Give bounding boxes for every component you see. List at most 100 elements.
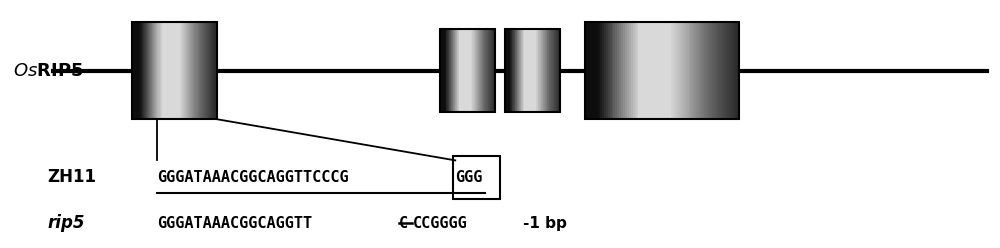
Bar bbox=[483, 30, 484, 112]
Bar bbox=[177, 22, 179, 119]
Bar bbox=[665, 22, 668, 119]
Bar bbox=[181, 22, 182, 119]
Bar bbox=[535, 30, 536, 112]
Bar bbox=[166, 22, 167, 119]
Bar bbox=[182, 22, 183, 119]
Bar bbox=[474, 30, 475, 112]
Bar bbox=[625, 22, 627, 119]
Bar bbox=[174, 22, 176, 119]
Bar bbox=[145, 22, 146, 119]
Bar bbox=[136, 22, 138, 119]
Bar bbox=[723, 22, 726, 119]
Text: GGGATAAACGGCAGGTT: GGGATAAACGGCAGGTT bbox=[157, 216, 312, 231]
Bar bbox=[473, 30, 474, 112]
Bar bbox=[588, 22, 591, 119]
Bar bbox=[444, 30, 446, 112]
Bar bbox=[205, 22, 207, 119]
Bar bbox=[191, 22, 193, 119]
Bar bbox=[521, 30, 523, 112]
Bar bbox=[585, 22, 587, 119]
Bar bbox=[654, 22, 656, 119]
Bar bbox=[558, 30, 559, 112]
Bar bbox=[619, 22, 622, 119]
Bar bbox=[449, 30, 450, 112]
Bar bbox=[154, 22, 156, 119]
Bar bbox=[449, 30, 450, 112]
Bar bbox=[652, 22, 654, 119]
Bar bbox=[467, 30, 468, 112]
Bar bbox=[456, 30, 457, 112]
Bar bbox=[671, 22, 674, 119]
Bar bbox=[455, 30, 457, 112]
Bar bbox=[190, 22, 192, 119]
Bar bbox=[733, 22, 735, 119]
Bar bbox=[211, 22, 213, 119]
Bar bbox=[167, 22, 168, 119]
Bar bbox=[156, 22, 158, 119]
Bar bbox=[463, 30, 464, 112]
Bar bbox=[141, 22, 142, 119]
Bar bbox=[556, 30, 557, 112]
Bar bbox=[637, 22, 639, 119]
Bar bbox=[675, 22, 678, 119]
Bar bbox=[460, 30, 461, 112]
Bar bbox=[491, 30, 492, 112]
Bar bbox=[548, 30, 549, 112]
Bar bbox=[558, 30, 559, 112]
Bar bbox=[184, 22, 185, 119]
Bar bbox=[199, 22, 200, 119]
Bar bbox=[594, 22, 597, 119]
Bar bbox=[700, 22, 703, 119]
Text: $\mathit{Os}$$\mathbf{RIP5}$: $\mathit{Os}$$\mathbf{RIP5}$ bbox=[13, 62, 83, 80]
Bar bbox=[710, 22, 712, 119]
Bar bbox=[149, 22, 151, 119]
Bar bbox=[133, 22, 135, 119]
Bar bbox=[547, 30, 548, 112]
Text: C: C bbox=[398, 216, 408, 231]
Bar bbox=[486, 30, 487, 112]
Bar bbox=[511, 30, 512, 112]
Bar bbox=[148, 22, 149, 119]
Bar bbox=[530, 30, 531, 112]
Bar bbox=[508, 30, 510, 112]
Bar bbox=[142, 22, 143, 119]
Bar bbox=[459, 30, 460, 112]
Bar bbox=[541, 30, 542, 112]
Bar bbox=[690, 22, 693, 119]
Bar bbox=[545, 30, 546, 112]
Bar bbox=[608, 22, 610, 119]
Bar bbox=[658, 22, 660, 119]
Bar bbox=[442, 30, 443, 112]
Bar bbox=[527, 30, 528, 112]
Bar bbox=[461, 30, 462, 112]
Bar bbox=[465, 30, 466, 112]
Bar bbox=[203, 22, 204, 119]
Bar bbox=[483, 30, 485, 112]
Bar bbox=[650, 22, 652, 119]
Bar bbox=[610, 22, 612, 119]
Bar bbox=[210, 22, 212, 119]
Bar bbox=[462, 30, 463, 112]
Bar bbox=[175, 22, 177, 119]
Bar bbox=[478, 30, 479, 112]
Bar bbox=[440, 30, 442, 112]
Bar bbox=[207, 22, 209, 119]
Bar bbox=[725, 22, 728, 119]
Bar bbox=[487, 30, 488, 112]
Bar bbox=[169, 22, 171, 119]
Bar bbox=[534, 30, 535, 112]
Bar bbox=[454, 30, 455, 112]
Bar bbox=[559, 30, 560, 112]
Bar bbox=[521, 30, 522, 112]
Text: -1 bp: -1 bp bbox=[523, 216, 567, 231]
Bar bbox=[480, 30, 481, 112]
Bar bbox=[459, 30, 461, 112]
Bar bbox=[551, 30, 553, 112]
Bar bbox=[453, 30, 454, 112]
Bar bbox=[481, 30, 482, 112]
Bar bbox=[550, 30, 551, 112]
Bar bbox=[143, 22, 144, 119]
Bar bbox=[534, 30, 536, 112]
Bar bbox=[470, 30, 471, 112]
Bar bbox=[719, 22, 722, 119]
